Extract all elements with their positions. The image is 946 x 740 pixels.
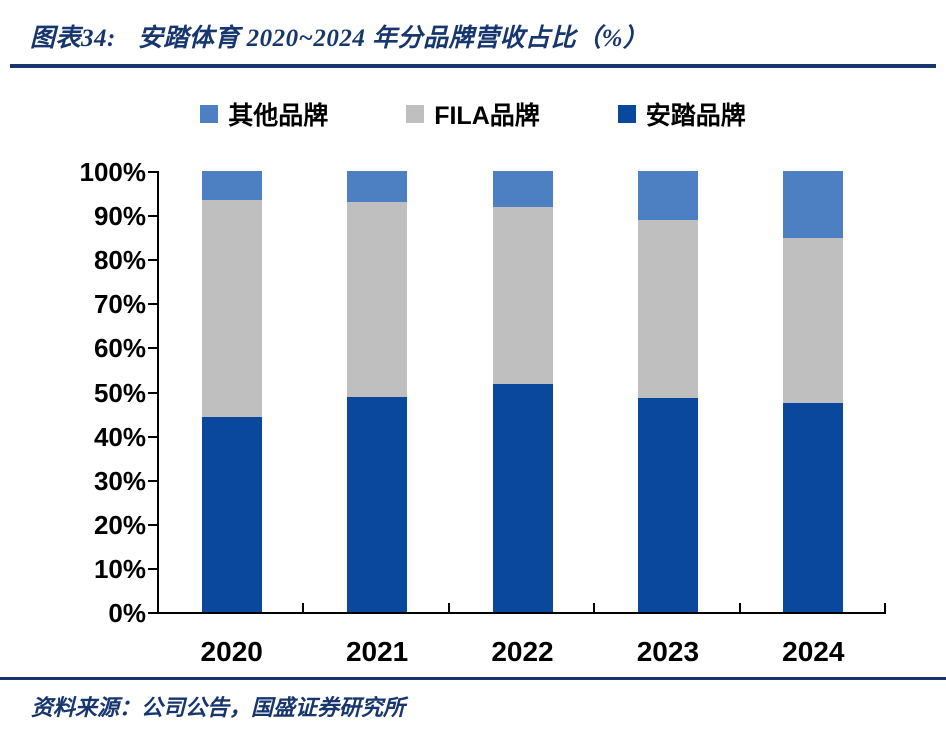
y-tick-50 (148, 391, 157, 394)
y-axis-label-30: 30% (93, 465, 146, 496)
x-axis-label-2022: 2022 (491, 636, 554, 667)
stacked-bar-chart: 0% 10% 20% 30% 40% 50% 60% 70% 80% 90% 100% 2020 202… (0, 149, 946, 679)
bar-2020 (201, 171, 262, 612)
y-axis-label-60: 60% (93, 333, 146, 364)
bar-segment-2020-FILA品牌 (201, 200, 262, 417)
y-tick-30 (148, 479, 157, 482)
y-axis-label-40: 40% (93, 421, 146, 452)
y-axis-label-50: 50% (93, 377, 146, 408)
y-axis-label-70: 70% (93, 289, 146, 320)
figure-number-label: 图表34: (30, 25, 116, 52)
y-tick-10 (148, 567, 157, 570)
legend-swatch-0 (200, 105, 219, 123)
bar-2022 (492, 171, 553, 612)
bar-segment-2024-其他品牌 (783, 171, 844, 238)
x-axis-label-2020: 2020 (200, 636, 263, 667)
bar-2024 (783, 171, 844, 612)
x-axis-line (157, 612, 886, 614)
legend-item-2: 安踏品牌 (617, 96, 746, 132)
y-axis-label-80: 80% (93, 245, 146, 276)
y-axis-line (157, 171, 159, 614)
x-tick-3 (593, 603, 596, 612)
title-divider-rule (10, 64, 936, 68)
bar-segment-2023-FILA品牌 (637, 219, 698, 398)
x-axis-label-2024: 2024 (782, 636, 845, 667)
y-tick-40 (148, 435, 157, 438)
bar-segment-2022-FILA品牌 (492, 207, 553, 385)
x-tick-1 (302, 603, 305, 612)
legend-label-1: FILA品牌 (434, 102, 540, 130)
y-tick-60 (148, 347, 157, 350)
footer-divider-rule (0, 677, 946, 680)
y-tick-100 (148, 171, 157, 173)
bar-segment-2020-安踏品牌 (201, 416, 262, 612)
bar-segment-2020-其他品牌 (201, 171, 262, 201)
legend-item-1: FILA品牌 (406, 96, 540, 132)
bar-segment-2022-安踏品牌 (492, 384, 553, 612)
x-tick-4 (738, 603, 741, 612)
bar-segment-2021-FILA品牌 (347, 202, 408, 398)
chart-legend: 其他品牌 FILA品牌 安踏品牌 (0, 96, 946, 132)
bar-segment-2023-其他品牌 (637, 171, 698, 220)
bar-2021 (347, 171, 408, 612)
y-tick-0 (148, 612, 157, 614)
legend-label-2: 安踏品牌 (645, 102, 746, 130)
legend-item-0: 其他品牌 (200, 96, 328, 132)
y-axis-label-100: 100% (79, 157, 147, 187)
x-tick-5 (884, 603, 886, 612)
bar-2023 (637, 171, 698, 612)
x-tick-2 (447, 603, 450, 612)
legend-swatch-1 (406, 105, 425, 123)
x-axis-label-2023: 2023 (636, 636, 700, 667)
y-axis-label-90: 90% (93, 201, 146, 232)
y-axis-label-10: 10% (93, 553, 146, 584)
y-tick-70 (148, 303, 157, 306)
bar-segment-2024-安踏品牌 (783, 403, 844, 612)
x-axis-label-2021: 2021 (345, 636, 409, 667)
legend-label-0: 其他品牌 (228, 102, 329, 130)
page-title: 安踏体育 2020~2024 年分品牌营收占比（%） (137, 25, 649, 52)
bar-segment-2021-其他品牌 (347, 171, 408, 203)
bar-segment-2021-安踏品牌 (347, 397, 408, 612)
y-tick-90 (148, 215, 157, 218)
y-axis-label-20: 20% (93, 509, 146, 540)
legend-swatch-2 (617, 105, 636, 123)
y-tick-20 (148, 523, 157, 526)
figure-title: 图表34: 安踏体育 2020~2024 年分品牌营收占比（%） (30, 18, 936, 54)
bar-segment-2024-FILA品牌 (783, 237, 844, 404)
bar-segment-2023-安踏品牌 (637, 397, 698, 612)
y-axis-label-0: 0% (108, 598, 146, 628)
source-note: 资料来源：公司公告，国盛证券研究所 (31, 695, 406, 720)
bar-segment-2022-其他品牌 (492, 171, 553, 208)
y-tick-80 (148, 259, 157, 262)
